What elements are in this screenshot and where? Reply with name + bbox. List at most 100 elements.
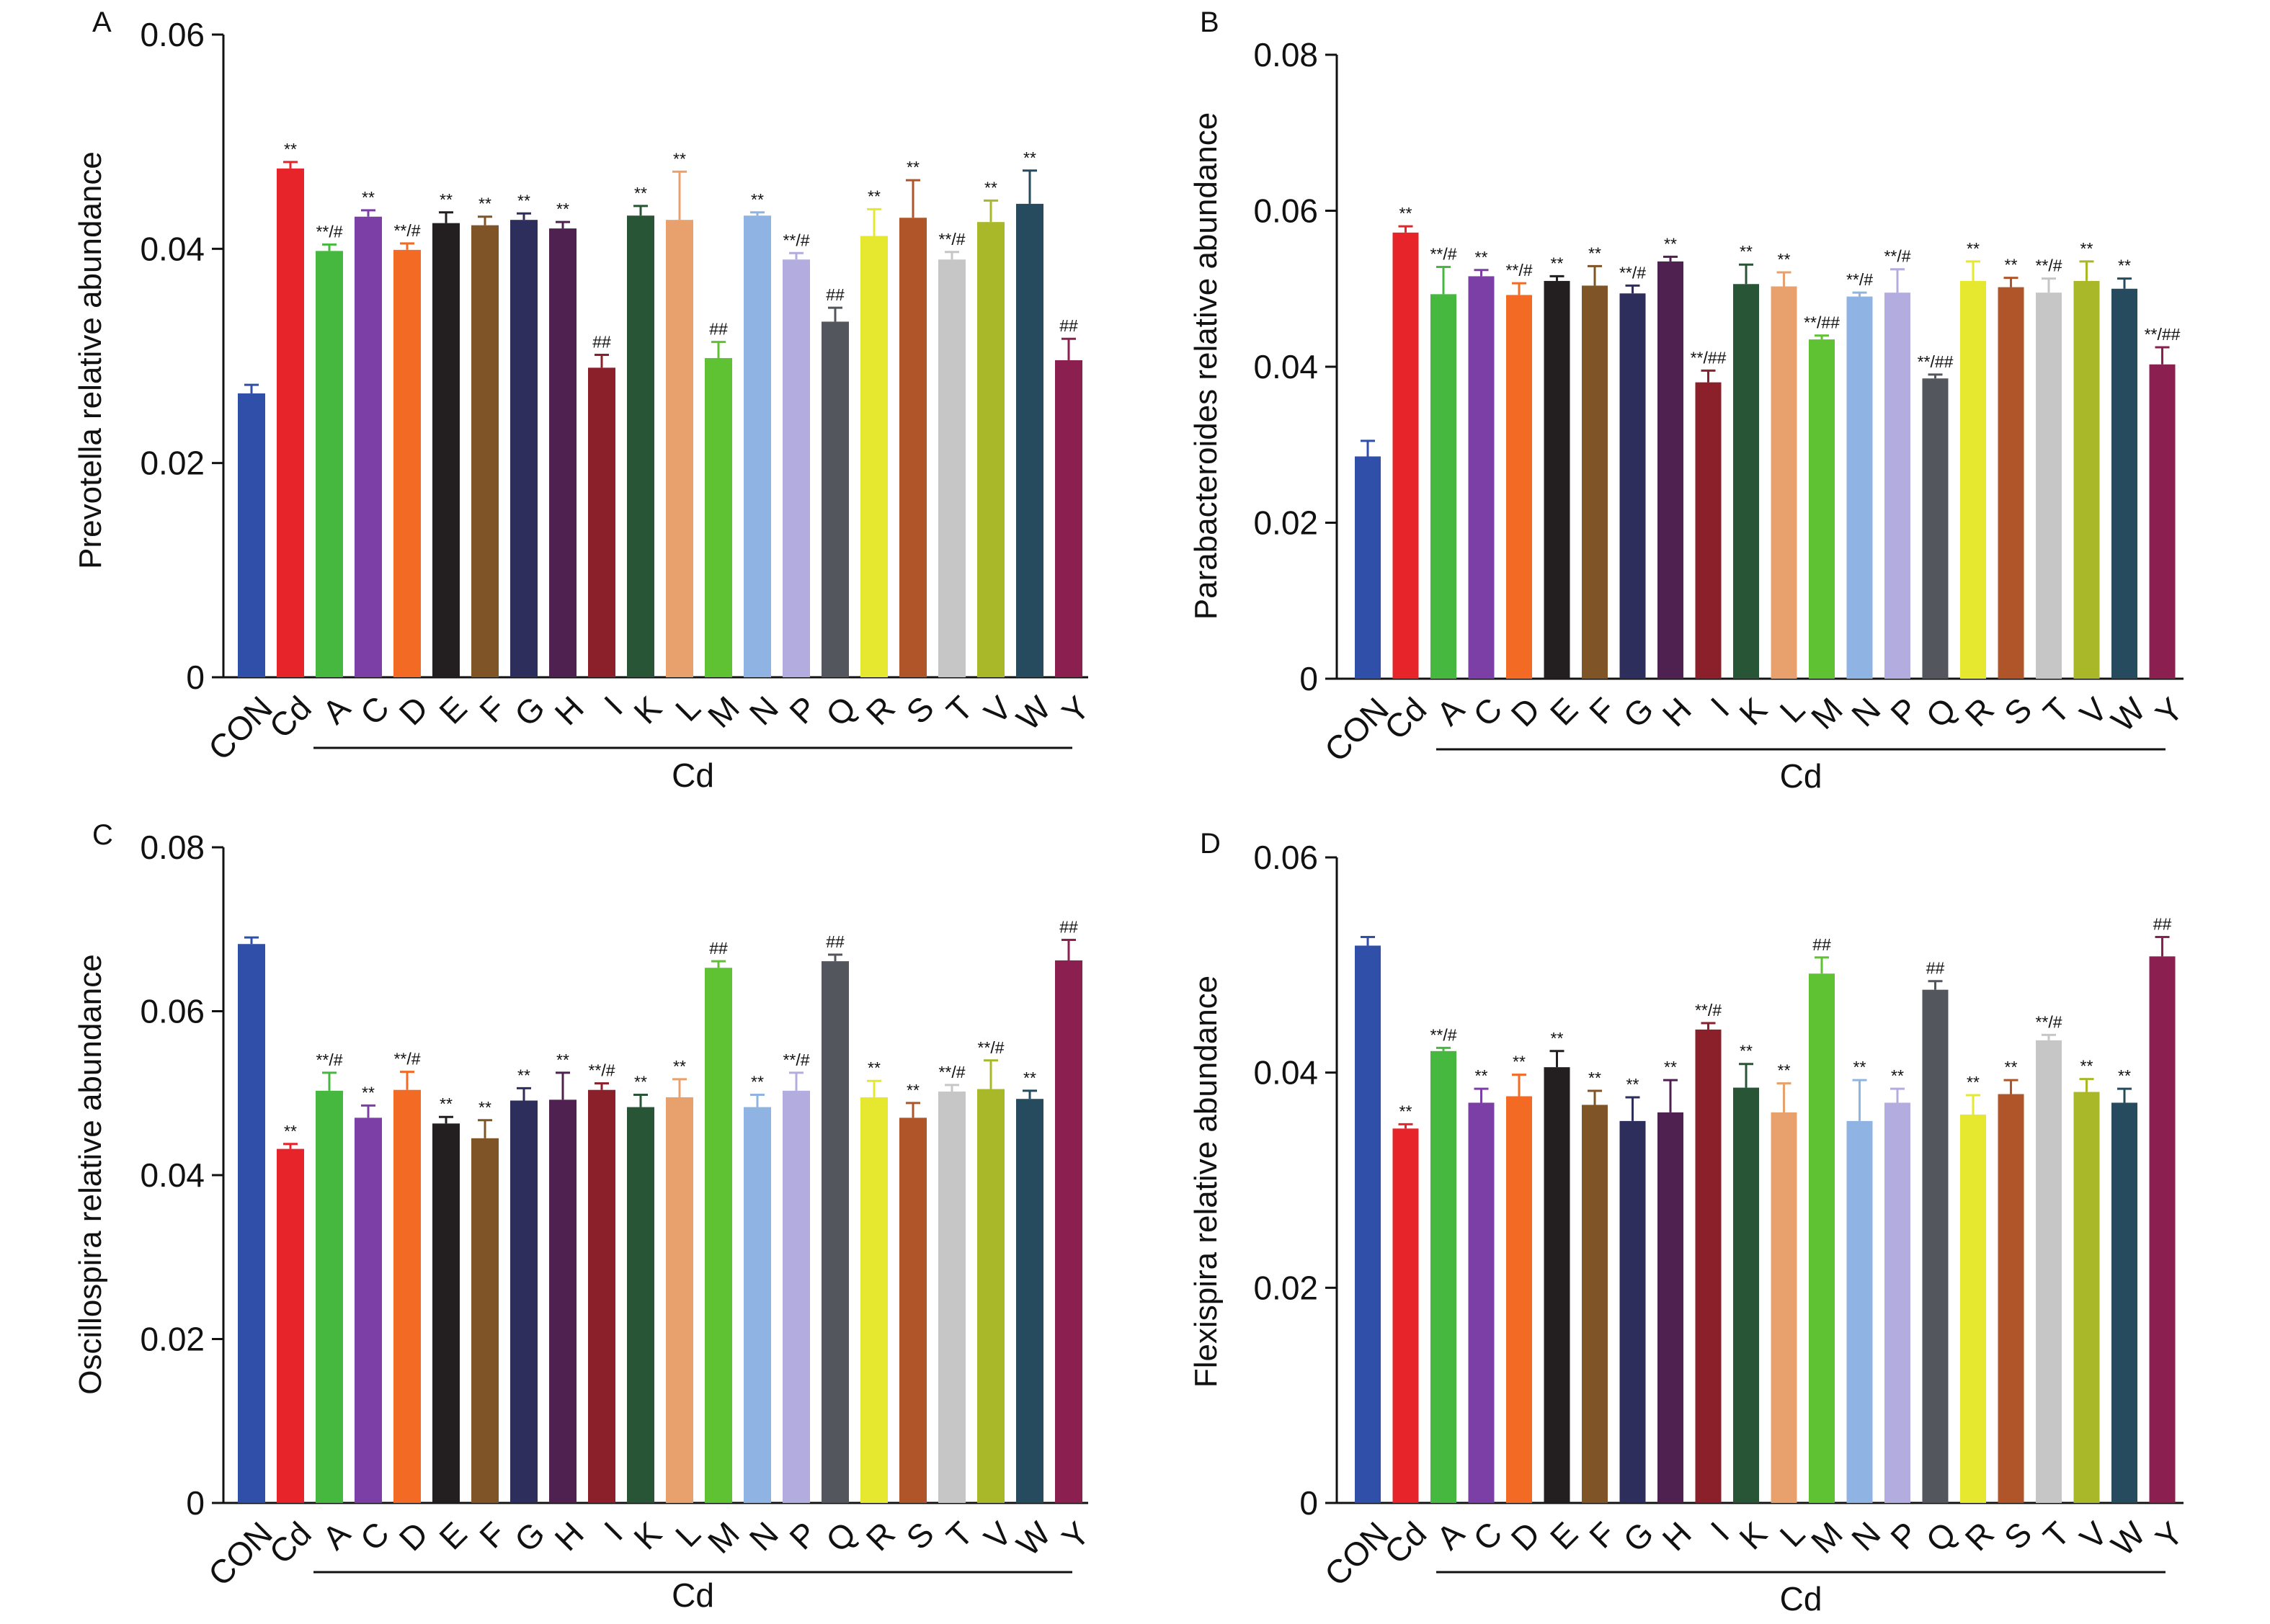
significance-label: ** (517, 1066, 530, 1084)
significance-label: ** (1399, 204, 1412, 223)
x-tick-label: N (1844, 690, 1887, 733)
bar-F (1582, 285, 1608, 679)
x-tick-label: Y (1054, 1514, 1096, 1556)
panel-A: A 0 0.02 0.04 0.06 Prevotella relative abunda… (73, 6, 1097, 794)
x-tick-label: P (782, 1514, 824, 1556)
significance-label: **/# (1884, 247, 1910, 266)
bar-G (510, 1100, 538, 1503)
x-tick-label: C (353, 689, 396, 732)
x-tick-label: R (859, 1514, 902, 1558)
bar-S (1998, 287, 2024, 679)
x-tick-label: C (1466, 1514, 1509, 1558)
bar-Q (822, 321, 849, 677)
panel-letter: B (1200, 6, 1219, 38)
significance-label: ** (1023, 1068, 1036, 1087)
bar-L (666, 1097, 693, 1503)
significance-label: ** (479, 195, 491, 213)
x-tick-label: M (700, 1514, 747, 1561)
significance-label: ** (1778, 250, 1791, 269)
significance-label: ** (1664, 234, 1677, 253)
significance-label: ** (1588, 244, 1601, 262)
significance-label: ** (440, 190, 453, 209)
bar-R (860, 236, 888, 677)
x-tick-label: I (1704, 1514, 1737, 1548)
bar-W (2111, 288, 2137, 679)
y-tick-label: 0 (186, 1484, 205, 1522)
significance-label: **/## (1804, 313, 1840, 332)
bar-T (2036, 293, 2062, 679)
x-tick-label: P (1883, 690, 1925, 732)
bar-V (2073, 1092, 2100, 1503)
bar-N (744, 215, 771, 677)
bar-K (627, 1107, 654, 1503)
panel-D: D 0 0.02 0.04 0.06 Flexispira relative abunda… (1188, 828, 2190, 1618)
panel-B: B 0 0.02 0.04 0.06 0.08 Parabacteroides relati… (1188, 6, 2190, 795)
x-tick-label: G (1616, 690, 1660, 735)
x-tick-label: Y (2148, 690, 2190, 732)
bar-CON (1355, 456, 1381, 679)
x-tick-label: D (1504, 690, 1547, 733)
significance-label: ** (1475, 1066, 1488, 1085)
significance-label: ** (1399, 1102, 1412, 1120)
bar-Y (1055, 360, 1082, 677)
significance-label: ** (1626, 1075, 1639, 1094)
x-tick-label: Cd (1377, 1514, 1433, 1571)
bar-L (666, 220, 693, 677)
x-tick-label: M (1804, 1514, 1850, 1561)
significance-label: ** (673, 149, 686, 168)
x-tick-label: D (392, 689, 435, 732)
y-tick-label: 0.04 (1253, 348, 1318, 385)
significance-label: ## (1059, 918, 1078, 937)
x-tick-label: P (782, 689, 824, 731)
group-label: Cd (1780, 757, 1822, 795)
bar-V (977, 1089, 1005, 1503)
significance-label: ** (634, 1073, 647, 1092)
significance-label: ## (709, 939, 728, 958)
x-tick-label: G (507, 1514, 552, 1559)
significance-label: ** (517, 191, 530, 210)
bar-A (1430, 294, 1456, 679)
x-tick-label: R (1958, 1514, 2001, 1558)
bar-I (1695, 1029, 1722, 1503)
y-tick-label: 0.02 (140, 445, 205, 482)
significance-label: ** (362, 1083, 375, 1102)
y-tick-label: 0.06 (1253, 192, 1318, 230)
x-tick-label: E (1543, 1514, 1585, 1556)
x-tick-label: CON (1317, 1514, 1396, 1593)
x-tick-label: K (1732, 1514, 1774, 1557)
x-tick-label: F (1582, 690, 1623, 731)
bar-CON (238, 944, 265, 1503)
significance-label: ** (673, 1057, 686, 1076)
bar-N (744, 1107, 771, 1503)
significance-label: ** (1551, 254, 1564, 272)
significance-label: ## (826, 932, 845, 951)
significance-label: ** (2005, 256, 2018, 275)
bar-H (1657, 1112, 1683, 1503)
bar-N (1846, 296, 1873, 679)
significance-label: ** (556, 200, 569, 218)
significance-label: **/# (977, 1038, 1004, 1057)
x-tick-label: I (597, 689, 630, 722)
x-tick-label: Cd (1377, 690, 1433, 746)
y-tick-label: 0.04 (140, 230, 205, 267)
bar-D (393, 1089, 421, 1503)
panel-letter: D (1200, 828, 1221, 860)
bar-W (1016, 203, 1043, 678)
x-tick-label: R (859, 689, 902, 732)
x-tick-label: P (1883, 1514, 1925, 1556)
x-tick-label: A (315, 689, 357, 731)
significance-label: **/# (1695, 1001, 1722, 1020)
significance-label: **/# (2035, 1012, 2062, 1031)
x-tick-label: H (548, 1514, 591, 1558)
x-tick-label: N (742, 689, 785, 732)
x-tick-label: F (472, 1514, 513, 1556)
significance-label: ** (751, 1073, 764, 1092)
significance-label: **/## (2145, 325, 2181, 344)
y-tick-label: 0 (186, 659, 205, 696)
significance-label: ** (2118, 256, 2131, 275)
significance-label: ** (284, 1122, 297, 1141)
bar-A (316, 251, 343, 678)
significance-label: **/# (316, 1050, 342, 1069)
significance-label: ** (2005, 1058, 2018, 1076)
